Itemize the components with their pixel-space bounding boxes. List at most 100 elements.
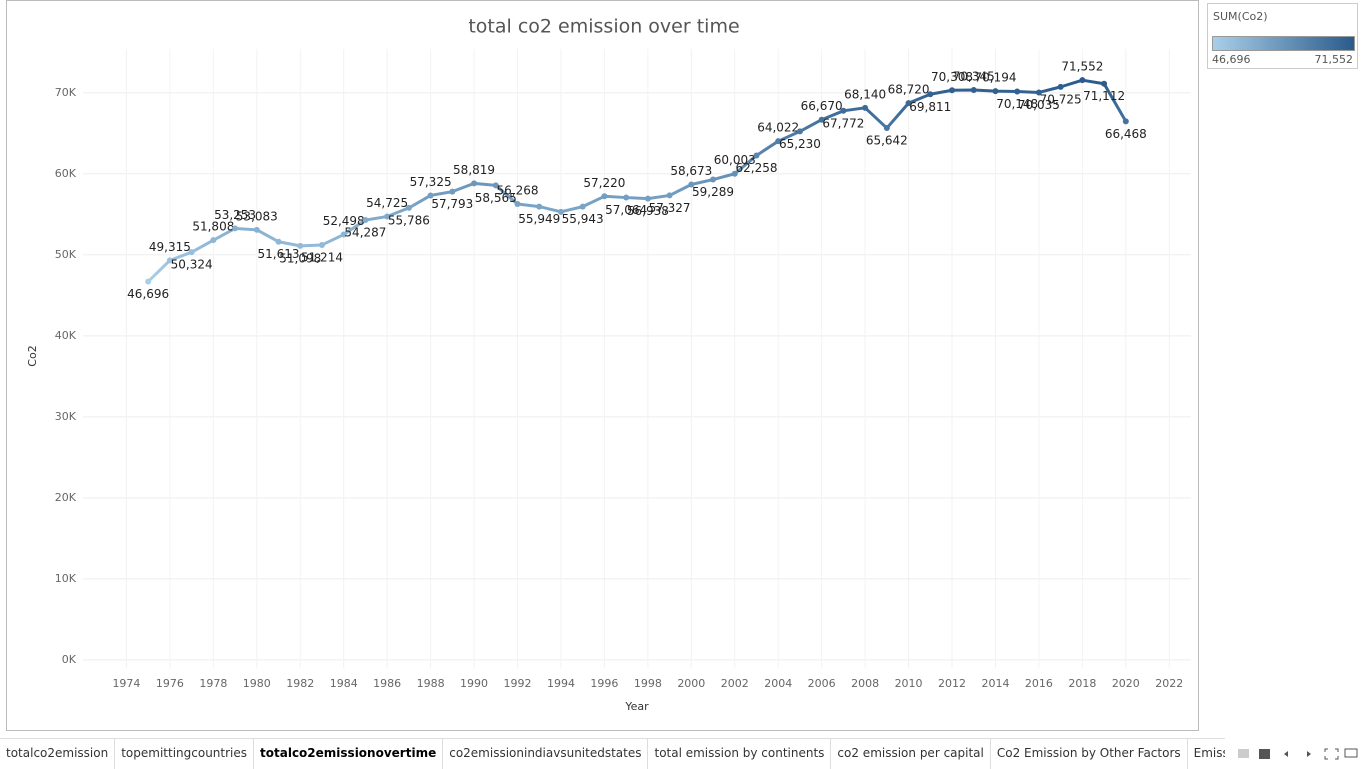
point <box>731 170 738 177</box>
point <box>862 104 869 111</box>
x-tick-label: 2010 <box>895 677 923 690</box>
x-tick-label: 1998 <box>634 677 662 690</box>
data-label: 69,811 <box>909 100 951 114</box>
data-label: 56,268 <box>497 184 539 198</box>
icon[interactable] <box>1238 749 1249 758</box>
data-label: 51,214 <box>301 250 343 264</box>
x-tick-label: 2012 <box>938 677 966 690</box>
point <box>405 204 412 211</box>
icon[interactable] <box>1284 751 1288 757</box>
x-tick-label: 1976 <box>156 677 184 690</box>
y-tick-label: 0K <box>62 653 77 666</box>
point <box>970 86 977 93</box>
data-label: 54,725 <box>366 196 408 210</box>
data-label: 70,345 <box>953 69 995 83</box>
point <box>253 226 260 233</box>
sheet-tab[interactable]: total emission by continents <box>648 739 832 769</box>
sheet-tab[interactable]: Co2 Emission by Other Factors <box>991 739 1188 769</box>
chart-title: total co2 emission over time <box>468 16 739 38</box>
data-label: 68,140 <box>844 87 886 101</box>
sheet-tab[interactable]: totalco2emission <box>0 739 116 769</box>
point <box>753 152 760 159</box>
point <box>557 208 564 215</box>
point <box>297 242 304 249</box>
point <box>514 201 521 208</box>
data-label: 57,327 <box>649 201 691 215</box>
x-tick-label: 2014 <box>981 677 1009 690</box>
point <box>601 193 608 200</box>
data-label: 49,315 <box>149 240 191 254</box>
point <box>579 203 586 210</box>
data-label: 60,003 <box>714 153 756 167</box>
x-tick-label: 2008 <box>851 677 879 690</box>
x-tick-label: 1980 <box>243 677 271 690</box>
data-label: 62,258 <box>735 161 777 175</box>
data-label: 55,943 <box>562 212 604 226</box>
line <box>147 78 1128 283</box>
legend-title: SUM(Co2) <box>1213 10 1268 23</box>
data-label: 67,772 <box>822 116 864 130</box>
point <box>1122 118 1129 125</box>
data-label: 51,808 <box>192 220 234 234</box>
point <box>427 192 434 199</box>
y-tick-label: 10K <box>55 572 77 585</box>
data-label: 55,949 <box>518 212 560 226</box>
point <box>318 241 325 248</box>
x-tick-label: 1988 <box>417 677 445 690</box>
point <box>949 87 956 94</box>
x-tick-label: 1994 <box>547 677 575 690</box>
sheet-tab[interactable]: co2emissionindiavsunitedstates <box>443 739 649 769</box>
data-label: 58,673 <box>670 164 712 178</box>
x-tick-label: 2002 <box>721 677 749 690</box>
data-label: 57,793 <box>431 197 473 211</box>
sheet-tab[interactable]: totalco2emissionovertime <box>254 739 444 769</box>
data-label: 54,287 <box>344 226 386 240</box>
point <box>536 203 543 210</box>
point <box>818 116 825 123</box>
data-label: 58,819 <box>453 163 495 177</box>
color-legend: SUM(Co2) 46,696 71,552 <box>1207 3 1358 69</box>
point <box>384 213 391 220</box>
legend-gradient <box>1212 36 1355 51</box>
point <box>666 192 673 199</box>
sheet-tab[interactable]: co2 emission per capital <box>831 739 991 769</box>
x-tick-label: 2020 <box>1112 677 1140 690</box>
data-label: 71,552 <box>1061 60 1103 74</box>
y-tick-label: 30K <box>55 410 77 423</box>
y-axis-title: Co2 <box>26 345 39 366</box>
data-label: 70,035 <box>1018 98 1060 112</box>
data-label: 68,720 <box>888 83 930 97</box>
point <box>840 107 847 114</box>
point <box>362 217 369 224</box>
x-tick-label: 1990 <box>460 677 488 690</box>
sheet-tab[interactable]: Emission Rate by <box>1188 739 1225 769</box>
data-label: 70,308 <box>931 70 973 84</box>
icon[interactable] <box>1344 748 1358 758</box>
point <box>775 138 782 145</box>
x-tick-label: 1978 <box>199 677 227 690</box>
data-label: 70,194 <box>974 71 1016 85</box>
data-label: 51,613 <box>258 247 300 261</box>
data-label: 59,289 <box>692 185 734 199</box>
icon[interactable] <box>1324 748 1339 760</box>
data-label: 53,253 <box>214 208 256 222</box>
point <box>688 181 695 188</box>
data-label: 58,565 <box>475 191 517 205</box>
y-tick-label: 60K <box>55 167 77 180</box>
sheet-tab[interactable]: topemittingcountries <box>115 739 255 769</box>
data-label: 64,022 <box>757 121 799 135</box>
x-tick-label: 2004 <box>764 677 792 690</box>
point <box>883 125 890 132</box>
data-label: 70,148 <box>996 97 1038 111</box>
x-tick-label: 2022 <box>1155 677 1183 690</box>
worksheet-frame: total co2 emission over time Year Co2 0K… <box>6 0 1199 731</box>
point <box>188 249 195 256</box>
data-label: 65,642 <box>866 134 908 148</box>
nav-icons <box>1238 748 1358 760</box>
data-label: 57,325 <box>410 175 452 189</box>
icon[interactable] <box>1259 749 1270 759</box>
icon[interactable] <box>1307 751 1311 757</box>
point <box>905 100 912 107</box>
y-tick-label: 20K <box>55 491 77 504</box>
